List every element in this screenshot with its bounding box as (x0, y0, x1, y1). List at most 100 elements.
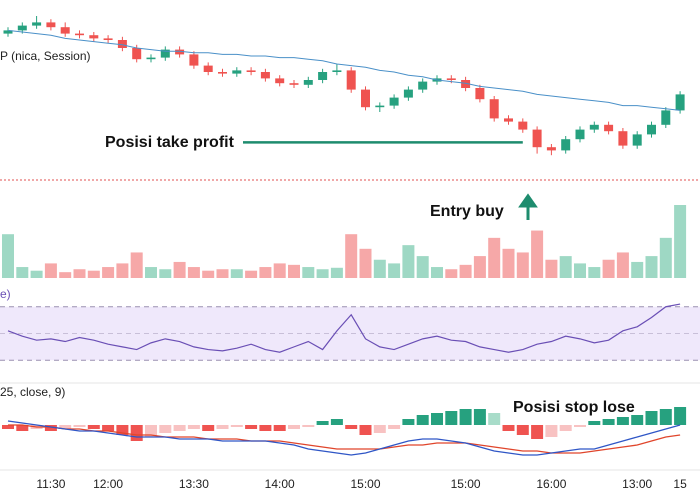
histogram-bar (402, 419, 415, 425)
volume-bar (488, 237, 501, 278)
volume-bar (259, 267, 272, 278)
candle-body (389, 97, 399, 106)
x-tick-label: 16:00 (536, 477, 566, 491)
volume-bar (645, 256, 658, 278)
candle-body (246, 70, 256, 72)
candle-body (546, 147, 556, 151)
candle-body (289, 83, 299, 85)
histogram-bar (245, 425, 258, 429)
histogram-bar (431, 413, 443, 425)
rsi-line (7, 303, 681, 353)
volume-bar (502, 248, 515, 278)
histogram-bar (273, 425, 286, 431)
histogram-bar (102, 425, 115, 431)
histogram-bar (602, 419, 615, 425)
candle-body (561, 139, 571, 151)
candle-body (275, 78, 285, 84)
volume-bar (330, 267, 343, 278)
volume-bar (388, 263, 401, 278)
candle-body (303, 80, 313, 85)
candle-body (346, 70, 356, 90)
take-profit-label: Posisi take profit (105, 134, 235, 151)
candle-body (75, 33, 84, 36)
volume-bar (588, 267, 601, 278)
histogram-bar (130, 425, 143, 441)
histogram-bar (516, 425, 529, 435)
volume-bar (230, 269, 243, 278)
x-tick-label: 15:00 (350, 477, 380, 491)
histogram-bar (616, 417, 629, 425)
x-tick-label: 14:00 (265, 477, 295, 491)
histogram-bar (259, 425, 272, 431)
volume-bar (202, 270, 215, 278)
rsi-legend: e) (0, 287, 11, 301)
x-tick-label: 15 (673, 477, 687, 491)
histogram-bar (488, 413, 501, 425)
candle-body (475, 88, 485, 100)
candle-body (146, 57, 156, 60)
histogram-bar (316, 421, 329, 425)
histogram-bar (44, 425, 57, 431)
histogram-bar (588, 421, 601, 425)
candle-body (647, 124, 656, 135)
candle-body (203, 65, 213, 72)
volume-bar (416, 256, 429, 278)
candle-body (117, 40, 127, 48)
volume-bar (245, 270, 258, 278)
candle-body (46, 22, 56, 28)
candle-body (260, 72, 270, 79)
histogram-bar (659, 409, 672, 425)
candle-body (318, 72, 328, 80)
histogram-bar (388, 425, 401, 429)
histogram-bar (373, 425, 386, 433)
histogram-bar (16, 425, 29, 431)
volume-bar (373, 259, 386, 278)
candle-body (175, 49, 185, 55)
histogram-bar (445, 411, 458, 425)
candle-body (361, 89, 370, 108)
volume-bar (631, 261, 644, 278)
candle-body (60, 27, 70, 34)
histogram-bar (502, 425, 515, 431)
volume-bar (445, 269, 458, 278)
price-legend: P (nica, Session) (0, 49, 91, 63)
histogram-bar (173, 425, 186, 431)
candle-body (375, 105, 385, 108)
volume-bar (602, 259, 615, 278)
volume-bar (44, 263, 57, 278)
histogram-bar (559, 425, 572, 431)
volume-bar (16, 267, 29, 278)
entry-label: Entry buy (430, 203, 504, 220)
candle-body (618, 131, 628, 146)
volume-bar (516, 252, 529, 278)
histogram-bar (416, 415, 429, 425)
histogram-bar (202, 425, 215, 431)
histogram-bar (216, 425, 229, 429)
candle-body (632, 134, 642, 146)
volume-bar (288, 264, 300, 278)
volume-bar (130, 252, 143, 278)
histogram-bar (73, 425, 86, 427)
histogram-bar (302, 425, 315, 427)
candle-body (103, 38, 113, 40)
volume-bar (159, 269, 172, 278)
candle-body (332, 70, 342, 72)
histogram-bar (159, 425, 172, 433)
histogram-bar (187, 425, 200, 429)
histogram-bar (87, 425, 100, 429)
macd-line (7, 420, 681, 456)
volume-bar (173, 261, 186, 278)
entry-arrow (518, 193, 538, 220)
macd-legend: 25, close, 9) (0, 385, 65, 399)
volume-bar (345, 234, 358, 278)
volume-bar (545, 259, 558, 278)
candle-body (604, 124, 614, 132)
volume-bar (674, 205, 687, 278)
volume-bar (216, 269, 229, 278)
volume-bar (73, 269, 86, 278)
histogram-bar (59, 425, 72, 429)
volume-bar (473, 256, 486, 278)
histogram-bar (230, 425, 243, 427)
volume-bar (116, 263, 129, 278)
